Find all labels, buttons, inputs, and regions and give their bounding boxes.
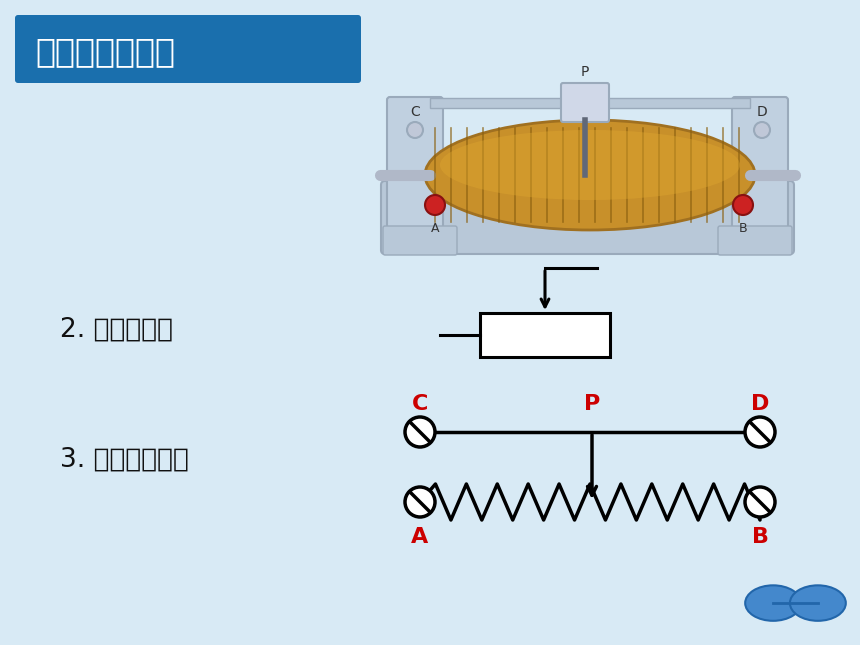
Text: P: P — [580, 65, 589, 79]
Text: B: B — [752, 527, 769, 547]
FancyBboxPatch shape — [383, 226, 457, 255]
Text: C: C — [410, 105, 420, 119]
Circle shape — [745, 417, 775, 447]
Text: P: P — [584, 394, 600, 414]
FancyBboxPatch shape — [381, 181, 794, 254]
Circle shape — [405, 487, 435, 517]
Text: C: C — [412, 394, 428, 414]
Text: A: A — [411, 527, 428, 547]
Text: B: B — [739, 221, 747, 235]
Ellipse shape — [754, 122, 770, 138]
Bar — [430, 98, 750, 108]
Text: A: A — [431, 221, 439, 235]
Text: D: D — [751, 394, 769, 414]
Circle shape — [733, 195, 753, 215]
Text: D: D — [757, 105, 767, 119]
Circle shape — [425, 195, 445, 215]
FancyBboxPatch shape — [15, 15, 361, 83]
Ellipse shape — [425, 120, 755, 230]
Text: 2. 元件符号：: 2. 元件符号： — [60, 317, 173, 343]
FancyBboxPatch shape — [732, 97, 788, 253]
Circle shape — [405, 417, 435, 447]
FancyBboxPatch shape — [718, 226, 792, 255]
Text: 二、滑动变阻器: 二、滑动变阻器 — [35, 35, 175, 68]
Ellipse shape — [407, 122, 423, 138]
Circle shape — [745, 487, 775, 517]
Bar — [480, 313, 610, 357]
FancyBboxPatch shape — [561, 83, 609, 122]
Ellipse shape — [440, 130, 740, 200]
Text: 3. 结构示意图：: 3. 结构示意图： — [60, 447, 189, 473]
FancyBboxPatch shape — [387, 97, 443, 253]
